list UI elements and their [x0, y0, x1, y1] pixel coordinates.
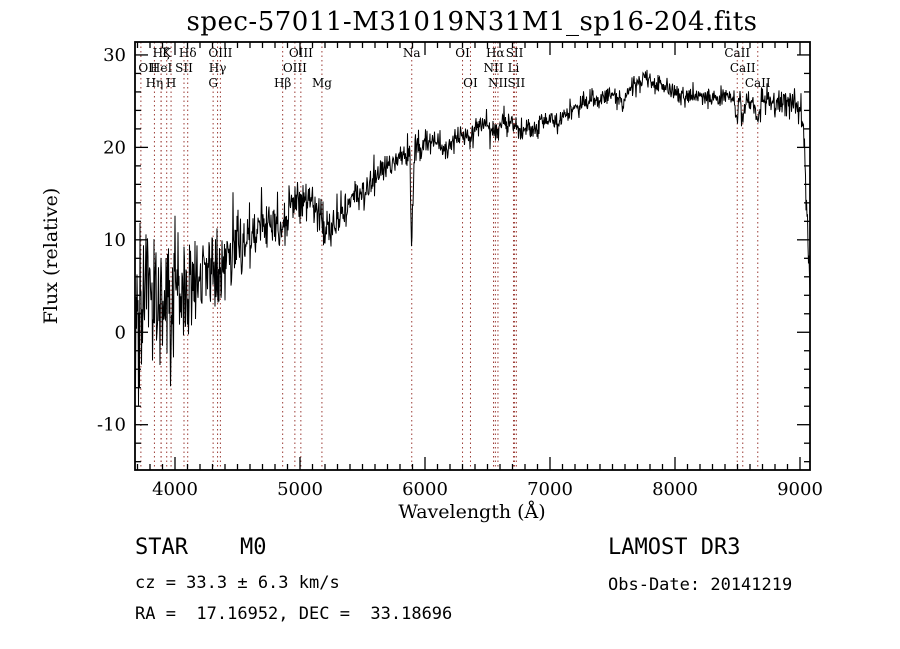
x-tick-label: 9000 [777, 479, 823, 500]
y-axis-label: Flux (relative) [40, 188, 62, 325]
x-axis-label: Wavelength (Å) [398, 501, 545, 523]
marker-label-HeI: HeI [150, 61, 173, 75]
spectrum-trace [134, 69, 811, 406]
x-tick-label: 4000 [152, 479, 198, 500]
marker-label-CaII: CaII [730, 61, 756, 75]
marker-label-OIII: OIII [289, 46, 313, 60]
cz-value: cz = 33.3 ± 6.3 km/s [135, 573, 340, 593]
x-tick-label: 5000 [277, 479, 323, 500]
marker-label-SII: SII [507, 76, 525, 90]
marker-label-Hζ: Hζ [153, 46, 170, 60]
marker-label-Hβ: Hβ [274, 76, 291, 90]
marker-label-OI: OI [463, 76, 478, 90]
obs-date: Obs-Date: 20141219 [608, 575, 793, 595]
marker-label-Hδ: Hδ [179, 46, 197, 60]
marker-label-OIII: OIII [208, 46, 232, 60]
marker-label-SII: SII [506, 46, 524, 60]
subclass-label: M0 [240, 535, 267, 560]
marker-label-G: G [208, 76, 218, 90]
marker-label-Li: Li [508, 61, 520, 75]
marker-label-OI: OI [455, 46, 470, 60]
y-tick-label: 10 [103, 230, 126, 251]
marker-label-H: H [166, 76, 176, 90]
marker-label-NII: NII [488, 76, 508, 90]
y-tick-label: 20 [103, 137, 126, 158]
spectrum-chart: spec-57011-M31019N31M1_sp16-204.fits HζK… [40, 7, 823, 523]
marker-label-Na: Na [403, 46, 421, 60]
marker-label-SII: SII [175, 61, 193, 75]
y-tick-label: 0 [115, 322, 126, 343]
marker-label-Hη: Hη [146, 76, 164, 90]
classification-label: STAR [135, 535, 188, 560]
tick-labels: 4000 5000 6000 7000 8000 9000 -10 0 10 20 30 [97, 45, 823, 500]
marker-label-Hγ: Hγ [209, 61, 227, 75]
marker-label-K: K [162, 46, 172, 60]
marker-label-OII: OII [138, 61, 158, 75]
chart-title: spec-57011-M31019N31M1_sp16-204.fits [186, 7, 757, 37]
marker-label-Hα: Hα [486, 46, 505, 60]
marker-label-NII: NII [484, 61, 504, 75]
plot-frame [134, 41, 811, 471]
spectral-line-markers [140, 42, 759, 470]
x-tick-label: 8000 [652, 479, 698, 500]
x-tick-label: 6000 [402, 479, 448, 500]
ra-dec: RA = 17.16952, DEC = 33.18696 [135, 604, 453, 624]
axis-ticks [135, 42, 810, 470]
x-tick-label: 7000 [527, 479, 573, 500]
y-tick-label: -10 [97, 415, 126, 436]
y-tick-label: 30 [103, 45, 126, 66]
marker-label-CaII: CaII [745, 76, 771, 90]
marker-label-OIII: OIII [283, 61, 307, 75]
marker-label-CaII: CaII [724, 46, 750, 60]
marker-label-Mg: Mg [312, 76, 332, 90]
survey-label: LAMOST DR3 [608, 535, 741, 560]
